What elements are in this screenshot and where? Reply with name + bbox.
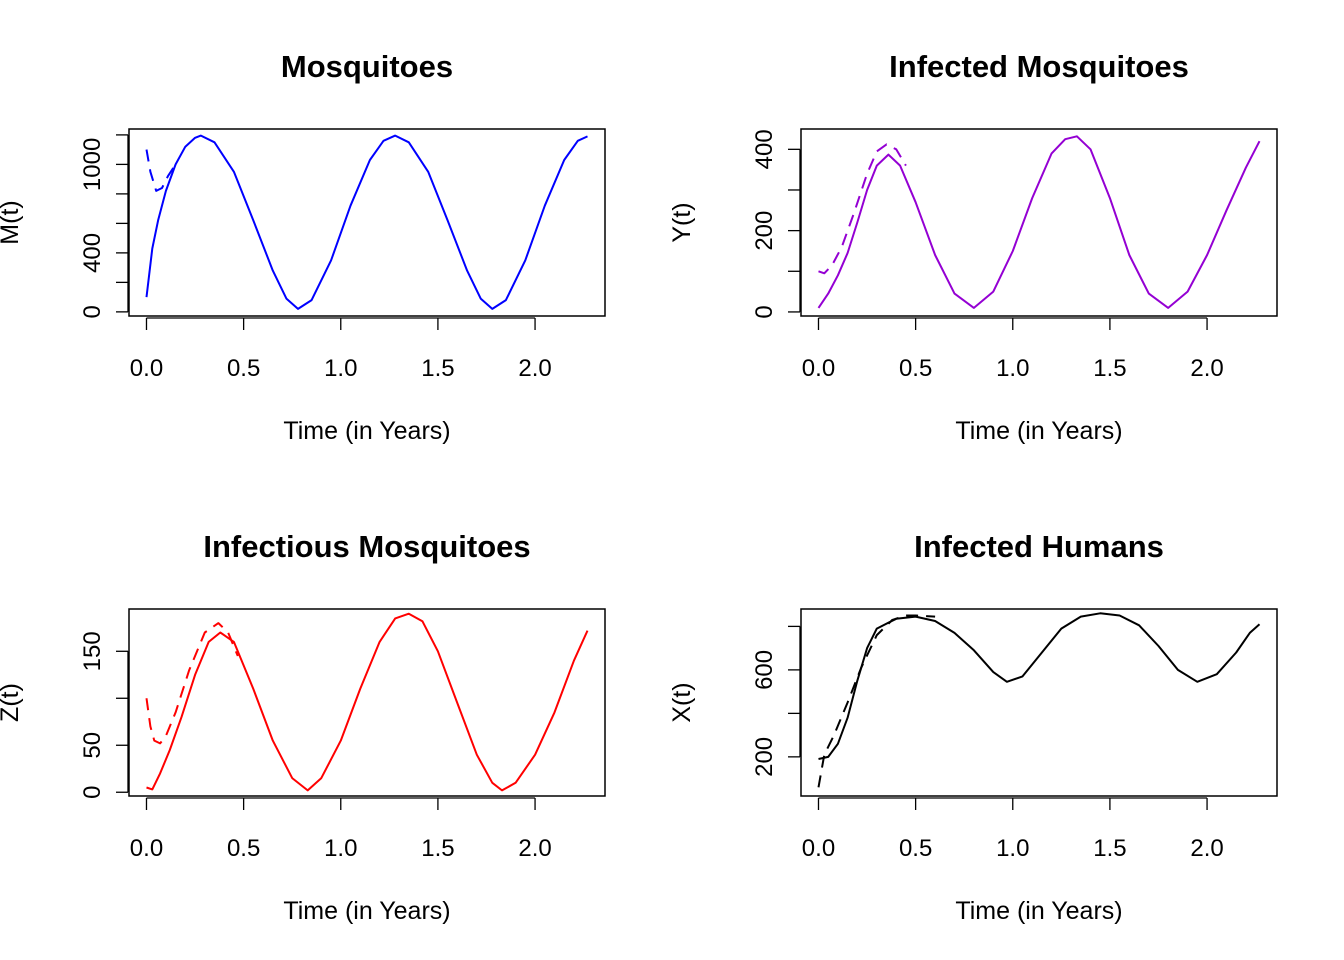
x-tick-label: 0.5 bbox=[227, 355, 260, 382]
panel-title: Mosquitoes bbox=[281, 49, 453, 84]
series-line-dashed bbox=[818, 143, 907, 275]
x-tick-label: 0.5 bbox=[227, 835, 260, 862]
panel-title: Infectious Mosquitoes bbox=[203, 529, 530, 564]
x-tick-label: 0.0 bbox=[130, 355, 163, 382]
x-axis-label: Time (in Years) bbox=[955, 417, 1122, 445]
y-tick-label: 400 bbox=[79, 233, 106, 273]
series-line-solid bbox=[146, 612, 589, 792]
y-tick-label: 0 bbox=[79, 786, 106, 799]
y-tick-label: 0 bbox=[79, 305, 106, 318]
y-tick-label: 50 bbox=[79, 732, 106, 759]
panel-infectious-mosquitoes: Infectious Mosquitoes 0.0 0.5 1.0 1.5 2.0 Time… bbox=[0, 529, 606, 925]
x-axis-label: Time (in Years) bbox=[283, 417, 450, 445]
x-tick-label: 1.0 bbox=[324, 355, 357, 382]
series-line-solid bbox=[145, 134, 588, 310]
y-tick-label: 0 bbox=[751, 305, 778, 318]
y-tick-label: 600 bbox=[751, 650, 778, 690]
x-tick-label: 1.5 bbox=[1093, 355, 1126, 382]
x-axis: 0.0 0.5 1.0 1.5 2.0 bbox=[130, 317, 552, 382]
x-tick-label: 1.0 bbox=[996, 355, 1029, 382]
x-tick-label: 2.0 bbox=[518, 835, 551, 862]
x-tick-label: 0.0 bbox=[130, 835, 163, 862]
x-tick-label: 2.0 bbox=[1190, 835, 1223, 862]
panel-infected-mosquitoes: Infected Mosquitoes 0.0 0.5 1.0 1.5 2.0 Time (… bbox=[668, 49, 1278, 445]
series-line-dashed bbox=[145, 622, 239, 745]
x-tick-label: 1.0 bbox=[324, 835, 357, 862]
x-axis-label: Time (in Years) bbox=[955, 897, 1122, 925]
x-tick-label: 1.5 bbox=[1093, 835, 1126, 862]
y-tick-label: 200 bbox=[751, 737, 778, 777]
y-tick-label: 150 bbox=[79, 631, 106, 671]
x-tick-label: 1.5 bbox=[421, 355, 454, 382]
x-axis: 0.0 0.5 1.0 1.5 2.0 bbox=[130, 797, 552, 862]
x-axis: 0.0 0.5 1.0 1.5 2.0 bbox=[802, 797, 1224, 862]
plot-frame bbox=[800, 608, 1278, 797]
y-axis: 0 200 400 bbox=[751, 129, 801, 319]
y-tick-label: 400 bbox=[751, 129, 778, 169]
y-axis: 200 600 bbox=[751, 625, 801, 777]
series-line-dashed bbox=[817, 614, 936, 788]
plot-frame bbox=[800, 128, 1278, 317]
plot-frame bbox=[128, 128, 606, 317]
x-tick-label: 0.0 bbox=[802, 355, 835, 382]
x-tick-label: 0.5 bbox=[899, 355, 932, 382]
panel-infected-humans: Infected Humans 0.0 0.5 1.0 1.5 2.0 Time (in Y… bbox=[668, 529, 1278, 925]
panel-title: Infected Humans bbox=[914, 529, 1164, 564]
x-tick-label: 0.5 bbox=[899, 835, 932, 862]
x-tick-label: 2.0 bbox=[1190, 355, 1223, 382]
y-tick-label: 200 bbox=[751, 211, 778, 251]
x-axis-label: Time (in Years) bbox=[283, 897, 450, 925]
y-axis: 0 400 1000 bbox=[79, 134, 129, 319]
x-axis: 0.0 0.5 1.0 1.5 2.0 bbox=[802, 317, 1224, 382]
x-tick-label: 0.0 bbox=[802, 835, 835, 862]
series-line-solid bbox=[817, 135, 1261, 309]
y-axis-label: M(t) bbox=[0, 200, 24, 244]
x-tick-label: 2.0 bbox=[518, 355, 551, 382]
plot-frame bbox=[128, 608, 606, 797]
y-axis-label: Y(t) bbox=[668, 202, 696, 242]
y-axis-label: X(t) bbox=[668, 682, 696, 722]
x-tick-label: 1.0 bbox=[996, 835, 1029, 862]
series-line-dashed bbox=[145, 149, 177, 192]
series-line-solid bbox=[818, 612, 1261, 760]
panel-title: Infected Mosquitoes bbox=[889, 49, 1189, 84]
y-axis-label: Z(t) bbox=[0, 683, 24, 722]
panel-mosquitoes: Mosquitoes 0.0 0.5 1.0 1.5 2.0 Time (in Years)… bbox=[0, 49, 606, 445]
y-tick-label: 1000 bbox=[79, 138, 106, 191]
y-axis: 0 50 150 bbox=[79, 631, 129, 799]
x-tick-label: 1.5 bbox=[421, 835, 454, 862]
